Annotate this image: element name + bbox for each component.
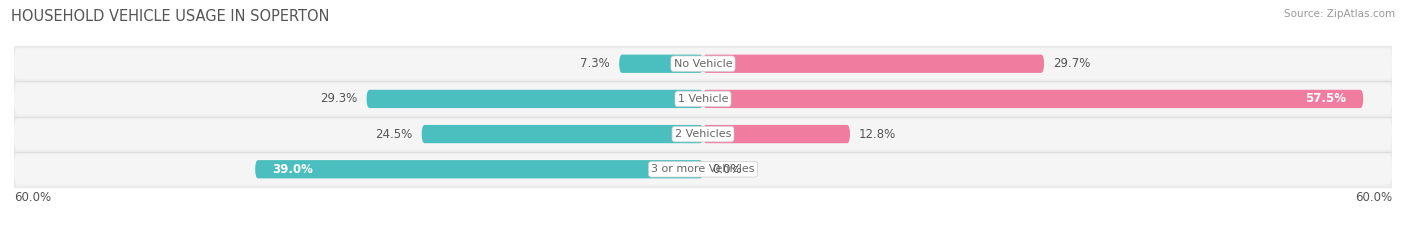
Text: 24.5%: 24.5% xyxy=(375,128,412,140)
Text: 60.0%: 60.0% xyxy=(14,191,51,204)
Bar xyxy=(14,46,1392,81)
Text: HOUSEHOLD VEHICLE USAGE IN SOPERTON: HOUSEHOLD VEHICLE USAGE IN SOPERTON xyxy=(11,9,330,24)
Text: 57.5%: 57.5% xyxy=(1305,93,1346,105)
Text: 12.8%: 12.8% xyxy=(859,128,897,140)
FancyBboxPatch shape xyxy=(14,48,1392,79)
FancyBboxPatch shape xyxy=(14,154,1392,185)
FancyBboxPatch shape xyxy=(703,125,851,143)
Text: No Vehicle: No Vehicle xyxy=(673,59,733,69)
FancyBboxPatch shape xyxy=(619,55,703,73)
FancyBboxPatch shape xyxy=(422,125,703,143)
Text: 39.0%: 39.0% xyxy=(273,163,314,176)
Text: 2 Vehicles: 2 Vehicles xyxy=(675,129,731,139)
FancyBboxPatch shape xyxy=(14,83,1392,114)
Bar xyxy=(14,116,1392,152)
FancyBboxPatch shape xyxy=(367,90,703,108)
Text: 0.0%: 0.0% xyxy=(713,163,742,176)
Bar xyxy=(14,152,1392,187)
Text: 60.0%: 60.0% xyxy=(1355,191,1392,204)
Bar xyxy=(14,81,1392,116)
FancyBboxPatch shape xyxy=(703,55,1045,73)
FancyBboxPatch shape xyxy=(703,90,1364,108)
Text: 29.7%: 29.7% xyxy=(1053,57,1091,70)
FancyBboxPatch shape xyxy=(14,119,1392,150)
Text: 29.3%: 29.3% xyxy=(321,93,357,105)
Text: 1 Vehicle: 1 Vehicle xyxy=(678,94,728,104)
FancyBboxPatch shape xyxy=(256,160,703,178)
Text: 7.3%: 7.3% xyxy=(581,57,610,70)
Text: Source: ZipAtlas.com: Source: ZipAtlas.com xyxy=(1284,9,1395,19)
Text: 3 or more Vehicles: 3 or more Vehicles xyxy=(651,164,755,174)
